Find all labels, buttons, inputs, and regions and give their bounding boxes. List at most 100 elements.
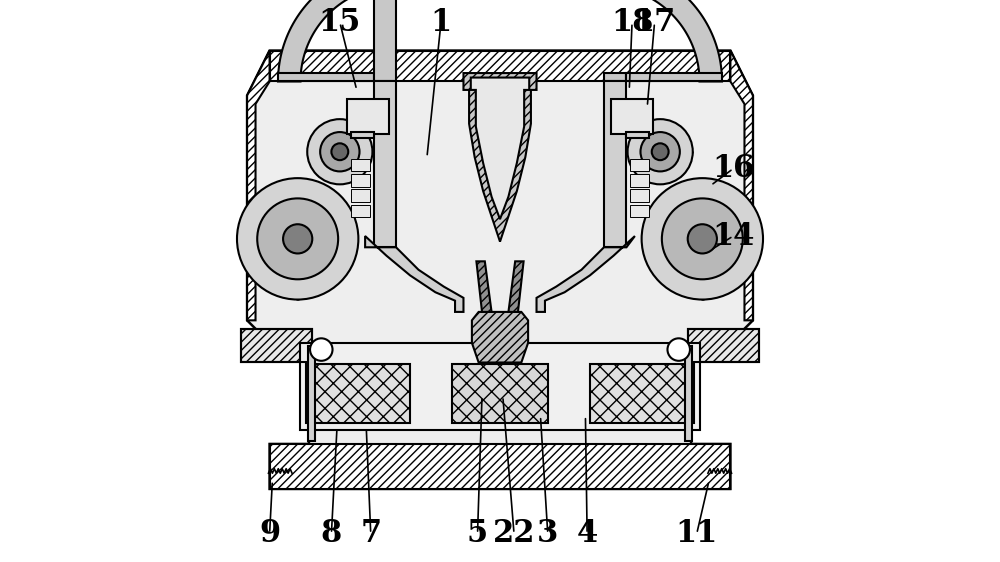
Bar — [351, 205, 370, 217]
Text: 8: 8 — [321, 518, 342, 550]
Text: 11: 11 — [676, 518, 718, 550]
Bar — [630, 174, 649, 187]
Bar — [347, 99, 389, 134]
Polygon shape — [639, 126, 641, 127]
Circle shape — [310, 338, 333, 361]
Polygon shape — [680, 176, 681, 178]
Polygon shape — [665, 287, 668, 289]
Circle shape — [320, 132, 360, 171]
Polygon shape — [720, 181, 722, 182]
Polygon shape — [665, 189, 668, 191]
Polygon shape — [652, 273, 654, 276]
Text: 3: 3 — [537, 518, 558, 550]
Polygon shape — [346, 202, 348, 205]
Bar — [270, 444, 730, 489]
Polygon shape — [374, 81, 396, 247]
Text: 14: 14 — [712, 220, 754, 252]
Bar — [630, 205, 649, 217]
Bar — [241, 329, 312, 362]
Polygon shape — [359, 176, 361, 178]
Bar — [626, 132, 649, 138]
Polygon shape — [319, 126, 320, 127]
Circle shape — [667, 338, 690, 361]
Bar — [351, 174, 370, 187]
Text: 17: 17 — [633, 7, 676, 38]
Circle shape — [662, 198, 743, 279]
Polygon shape — [730, 51, 753, 320]
Polygon shape — [604, 81, 626, 247]
Polygon shape — [365, 236, 463, 312]
Bar — [611, 99, 653, 134]
Polygon shape — [248, 273, 249, 276]
Bar — [685, 346, 692, 441]
Bar — [630, 159, 649, 171]
Text: 4: 4 — [576, 518, 598, 550]
Polygon shape — [682, 296, 685, 297]
Text: 16: 16 — [712, 153, 754, 184]
Polygon shape — [278, 73, 374, 81]
Polygon shape — [278, 181, 280, 182]
Polygon shape — [720, 296, 722, 297]
Polygon shape — [737, 287, 739, 289]
Polygon shape — [472, 312, 528, 362]
Text: 5: 5 — [467, 518, 488, 550]
Circle shape — [257, 198, 338, 279]
Polygon shape — [680, 126, 681, 127]
Polygon shape — [315, 296, 318, 297]
Text: 18: 18 — [611, 7, 653, 38]
Bar — [241, 329, 312, 362]
Polygon shape — [261, 287, 263, 289]
Polygon shape — [346, 273, 348, 276]
Bar — [452, 364, 548, 423]
Polygon shape — [463, 73, 537, 242]
Bar — [351, 159, 370, 171]
Bar — [306, 364, 410, 423]
Circle shape — [237, 178, 358, 300]
Bar — [688, 329, 759, 362]
Bar — [300, 343, 700, 430]
Polygon shape — [359, 126, 361, 127]
Polygon shape — [247, 51, 270, 320]
Bar — [630, 189, 649, 202]
Polygon shape — [751, 202, 752, 205]
Polygon shape — [639, 176, 641, 178]
Polygon shape — [270, 51, 730, 81]
Polygon shape — [247, 51, 753, 489]
Polygon shape — [737, 189, 739, 191]
Circle shape — [283, 224, 312, 253]
Circle shape — [642, 178, 763, 300]
Polygon shape — [374, 0, 396, 81]
Polygon shape — [652, 202, 654, 205]
Text: 1: 1 — [430, 7, 452, 38]
Polygon shape — [319, 176, 320, 178]
Bar — [351, 132, 374, 138]
Text: 9: 9 — [259, 518, 280, 550]
Circle shape — [688, 224, 717, 253]
Bar — [590, 364, 694, 423]
Bar — [351, 189, 370, 202]
Circle shape — [640, 132, 680, 171]
Circle shape — [652, 143, 669, 160]
Polygon shape — [751, 273, 752, 276]
Circle shape — [628, 119, 693, 184]
Polygon shape — [626, 73, 722, 81]
Polygon shape — [476, 261, 492, 312]
Polygon shape — [471, 78, 529, 219]
Polygon shape — [537, 236, 635, 312]
Bar — [688, 329, 759, 362]
Polygon shape — [508, 261, 524, 312]
Polygon shape — [332, 189, 335, 191]
Polygon shape — [261, 189, 263, 191]
Bar — [308, 346, 315, 441]
Polygon shape — [604, 73, 626, 81]
Polygon shape — [332, 287, 335, 289]
Polygon shape — [682, 181, 685, 182]
Polygon shape — [315, 181, 318, 182]
Polygon shape — [278, 0, 396, 81]
Polygon shape — [248, 202, 249, 205]
Text: 7: 7 — [360, 518, 381, 550]
Circle shape — [331, 143, 348, 160]
Circle shape — [307, 119, 372, 184]
Text: 15: 15 — [319, 7, 361, 38]
Polygon shape — [604, 0, 722, 81]
